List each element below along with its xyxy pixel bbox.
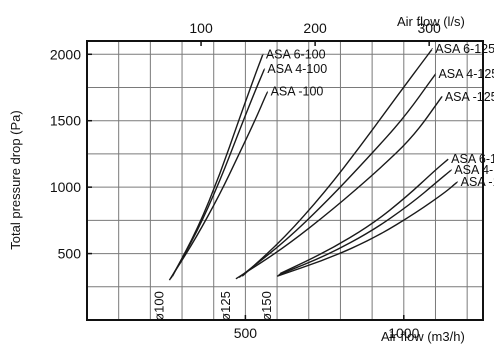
curve-label: ASA -150 — [461, 175, 494, 189]
y-tick-label: 1500 — [50, 113, 81, 129]
curve-asa6-125 — [241, 48, 433, 277]
curve-asa6-150 — [279, 158, 449, 275]
diameter-label: ø100 — [151, 291, 166, 321]
curve-label: ASA 6-100 — [266, 47, 326, 61]
y-tick-label: 500 — [58, 246, 82, 262]
curve-label: ASA 4-125 — [438, 67, 494, 81]
curve-label: ASA 4-150 — [454, 163, 494, 177]
diameter-labels: ø100 ø125 ø150 — [151, 291, 274, 321]
curve-label: ASA -125 — [445, 90, 494, 104]
curve-label: ASA 6-125 — [435, 42, 494, 56]
x-axis-label-top: Air flow (l/s) — [397, 14, 465, 29]
y-axis-label: Total pressure drop (Pa) — [8, 110, 23, 249]
x-tick-labels-top: 100 200 300 — [189, 20, 441, 46]
x-tick-label-bottom: 1000 — [388, 325, 419, 341]
y-tick-labels: 500 1000 1500 2000 — [50, 46, 92, 262]
curve-asa-125 — [235, 96, 443, 280]
curve-asa-150 — [276, 181, 459, 277]
x-tick-label-top: 100 — [189, 20, 213, 36]
curve-asa4-125 — [238, 73, 437, 279]
curve-asa4-100 — [170, 68, 266, 279]
curve-asa4-150 — [278, 169, 453, 276]
plot-frame — [86, 40, 484, 321]
x-tick-labels-bottom: 500 1000 — [234, 315, 420, 341]
diameter-label: ø150 — [259, 291, 274, 321]
curve-label: ASA 6-150 — [451, 152, 494, 166]
x-tick-label-top: 300 — [417, 20, 441, 36]
curve-label: ASA 4-100 — [267, 62, 327, 76]
curves — [168, 48, 459, 281]
diameter-label: ø125 — [218, 291, 233, 321]
y-tick-label: 1000 — [50, 179, 81, 195]
y-tick-label: 2000 — [50, 46, 81, 62]
curve-label: ASA -100 — [271, 84, 324, 98]
gridlines — [87, 41, 483, 320]
curve-asa-100 — [168, 90, 269, 281]
x-tick-label-bottom: 500 — [234, 325, 258, 341]
x-tick-label-top: 200 — [303, 20, 327, 36]
x-axis-label-bottom: Air flow (m3/h) — [381, 329, 465, 344]
